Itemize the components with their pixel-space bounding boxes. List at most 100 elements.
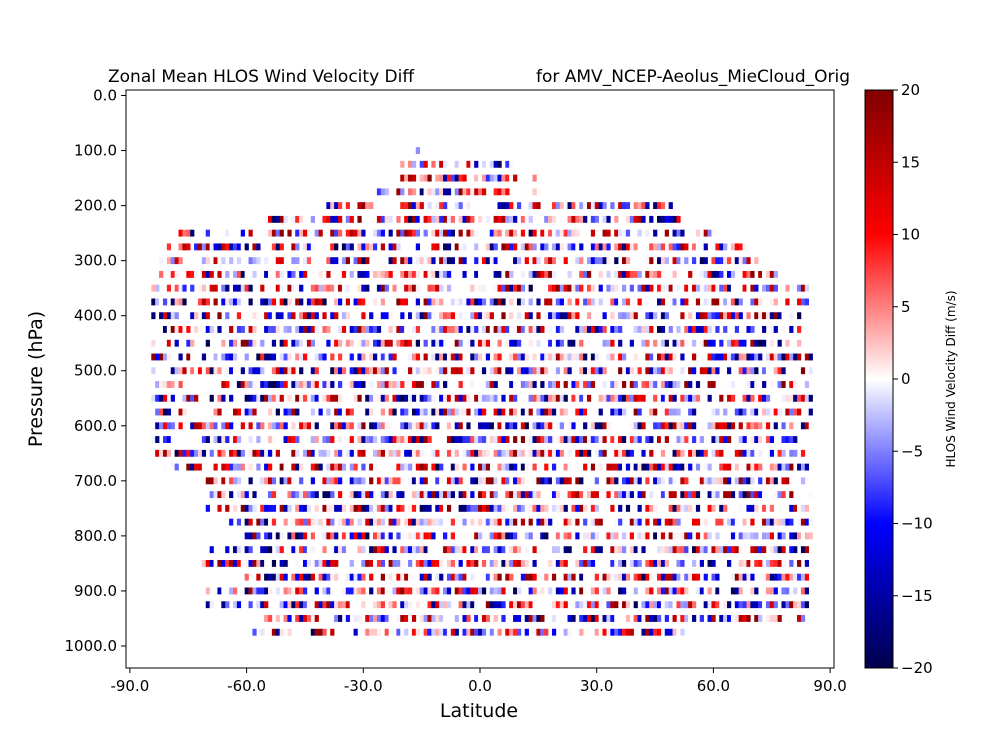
heatmap-cell — [575, 243, 580, 251]
heatmap-cell — [672, 463, 677, 471]
heatmap-cell — [657, 559, 662, 567]
heatmap-cell — [719, 243, 724, 251]
heatmap-cell — [256, 394, 261, 402]
colorbar-tick-label: 5 — [901, 298, 911, 316]
heatmap-cell — [730, 422, 736, 430]
heatmap-cell — [684, 284, 689, 292]
heatmap-cell — [392, 587, 397, 595]
heatmap-cell — [555, 326, 561, 333]
heatmap-cell — [621, 312, 627, 320]
heatmap-cell — [649, 615, 654, 622]
heatmap-cell — [520, 601, 526, 609]
heatmap-cell — [509, 339, 514, 347]
heatmap-cell — [400, 559, 405, 567]
heatmap-cell — [474, 559, 479, 567]
heatmap-cell — [532, 546, 537, 554]
heatmap-cell — [155, 422, 160, 430]
heatmap-cell — [727, 477, 732, 485]
heatmap-cell — [727, 339, 732, 347]
heatmap-cell — [614, 326, 619, 333]
heatmap-cell — [528, 381, 533, 388]
heatmap-cell — [738, 422, 743, 430]
heatmap-cell — [295, 463, 300, 471]
heatmap-cell — [606, 463, 611, 471]
heatmap-cell — [353, 615, 358, 622]
heatmap-cell — [579, 381, 584, 388]
heatmap-cell — [610, 601, 615, 609]
heatmap-cell — [439, 559, 444, 567]
heatmap-cell — [606, 573, 611, 581]
heatmap-cell — [419, 436, 424, 443]
heatmap-cell — [365, 408, 370, 416]
heatmap-cell — [431, 422, 436, 430]
heatmap-cell — [376, 394, 382, 402]
heatmap-cell — [380, 491, 385, 499]
heatmap-cell — [314, 284, 319, 292]
heatmap-cell — [563, 573, 568, 581]
heatmap-cell — [684, 518, 689, 526]
heatmap-cell — [594, 587, 599, 595]
heatmap-cell — [797, 312, 802, 320]
heatmap-cell — [769, 381, 774, 388]
heatmap-cell — [586, 270, 592, 278]
heatmap-cell — [357, 326, 362, 333]
heatmap-cell — [236, 270, 242, 278]
heatmap-cell — [621, 284, 627, 292]
heatmap-cell — [649, 312, 654, 320]
heatmap-cell — [166, 449, 172, 457]
heatmap-cell — [353, 257, 358, 265]
heatmap-cell — [579, 270, 584, 278]
heatmap-cell — [318, 573, 323, 581]
heatmap-cell — [174, 298, 179, 306]
heatmap-cell — [797, 518, 802, 526]
heatmap-cell — [431, 408, 436, 416]
heatmap-cell — [629, 422, 634, 430]
heatmap-cell — [326, 601, 331, 609]
heatmap-cell — [205, 257, 210, 265]
heatmap-cell — [415, 587, 420, 595]
heatmap-cell — [303, 215, 308, 223]
heatmap-cell — [586, 312, 592, 320]
heatmap-cell — [373, 422, 378, 430]
heatmap-cell — [411, 449, 417, 457]
heatmap-cell — [664, 353, 669, 361]
heatmap-cell — [641, 491, 646, 499]
heatmap-cell — [797, 573, 802, 581]
heatmap-cell — [660, 477, 666, 485]
heatmap-cell — [719, 353, 724, 361]
heatmap-cell — [793, 284, 798, 292]
heatmap-cell — [388, 215, 393, 223]
heatmap-cell — [707, 532, 712, 540]
heatmap-cell — [443, 202, 448, 210]
heatmap-cell — [548, 339, 553, 347]
heatmap-cell — [361, 298, 366, 306]
heatmap-cell — [719, 270, 724, 278]
heatmap-cell — [516, 284, 522, 292]
heatmap-cell — [680, 477, 685, 485]
heatmap-cell — [676, 298, 681, 306]
heatmap-cell — [532, 477, 537, 485]
heatmap-cell — [392, 257, 397, 265]
heatmap-cell — [746, 339, 751, 347]
heatmap-cell — [380, 477, 385, 485]
heatmap-cell — [773, 559, 778, 567]
heatmap-cell — [637, 518, 642, 526]
heatmap-cell — [668, 463, 673, 471]
heatmap-cell — [625, 229, 631, 237]
heatmap-cell — [551, 628, 557, 636]
heatmap-cell — [260, 284, 265, 292]
heatmap-cell — [516, 491, 522, 499]
heatmap-cell — [162, 463, 168, 471]
heatmap-cell — [789, 394, 794, 402]
heatmap-cell — [703, 257, 708, 265]
heatmap-cell — [470, 449, 475, 457]
heatmap-cell — [345, 257, 350, 265]
heatmap-cell — [427, 628, 432, 636]
heatmap-cell — [657, 215, 662, 223]
heatmap-cell — [563, 381, 568, 388]
heatmap-cell — [660, 491, 666, 499]
heatmap-cell — [544, 449, 549, 457]
heatmap-cell — [583, 298, 588, 306]
heatmap-cell — [338, 381, 343, 388]
heatmap-cell — [404, 615, 409, 622]
